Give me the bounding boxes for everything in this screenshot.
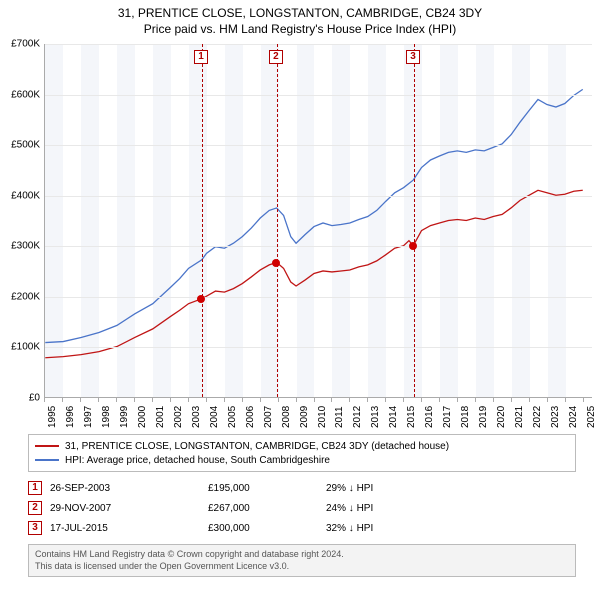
- x-tick-label: 2006: [245, 406, 256, 428]
- sale-delta: 32% ↓ HPI: [326, 523, 446, 534]
- y-tick-label: £0: [0, 393, 40, 404]
- legend-label-property: 31, PRENTICE CLOSE, LONGSTANTON, CAMBRID…: [65, 441, 449, 452]
- chart-container: 31, PRENTICE CLOSE, LONGSTANTON, CAMBRID…: [0, 0, 600, 590]
- legend-item-property: 31, PRENTICE CLOSE, LONGSTANTON, CAMBRID…: [35, 439, 569, 453]
- sale-price: £300,000: [208, 523, 318, 534]
- line-series-svg: [45, 44, 592, 397]
- x-tick-label: 1996: [65, 406, 76, 428]
- series-property: [45, 190, 582, 357]
- sale-dot-2: [272, 259, 280, 267]
- x-tick-label: 2000: [137, 406, 148, 428]
- x-tick-label: 2025: [586, 406, 597, 428]
- sale-date: 17-JUL-2015: [50, 523, 200, 534]
- x-tick-label: 2004: [209, 406, 220, 428]
- legend-swatch-property: [35, 445, 59, 447]
- x-tick-label: 2023: [550, 406, 561, 428]
- y-tick-label: £300K: [0, 241, 40, 252]
- x-tick-label: 2019: [478, 406, 489, 428]
- series-hpi: [45, 89, 582, 342]
- sale-delta: 24% ↓ HPI: [326, 503, 446, 514]
- y-tick-label: £500K: [0, 140, 40, 151]
- footer-line-1: Contains HM Land Registry data © Crown c…: [35, 549, 569, 561]
- x-tick-label: 2008: [281, 406, 292, 428]
- y-tick-label: £200K: [0, 291, 40, 302]
- sale-date: 29-NOV-2007: [50, 503, 200, 514]
- x-tick-label: 2022: [532, 406, 543, 428]
- x-tick-label: 2013: [370, 406, 381, 428]
- x-tick-label: 2018: [460, 406, 471, 428]
- x-tick-label: 2011: [334, 406, 345, 428]
- x-tick-label: 2005: [227, 406, 238, 428]
- x-tick-label: 2015: [406, 406, 417, 428]
- legend: 31, PRENTICE CLOSE, LONGSTANTON, CAMBRID…: [28, 434, 576, 472]
- x-tick-label: 2021: [514, 406, 525, 428]
- legend-swatch-hpi: [35, 459, 59, 461]
- sale-date: 26-SEP-2003: [50, 483, 200, 494]
- x-tick-label: 2016: [424, 406, 435, 428]
- sale-dot-1: [197, 295, 205, 303]
- chart-titles: 31, PRENTICE CLOSE, LONGSTANTON, CAMBRID…: [0, 0, 600, 36]
- x-tick-label: 2017: [442, 406, 453, 428]
- footer: Contains HM Land Registry data © Crown c…: [28, 544, 576, 577]
- sales-row: 3 17-JUL-2015 £300,000 32% ↓ HPI: [28, 518, 576, 538]
- sales-row: 1 26-SEP-2003 £195,000 29% ↓ HPI: [28, 478, 576, 498]
- x-tick-label: 2009: [299, 406, 310, 428]
- x-tick-label: 1998: [101, 406, 112, 428]
- y-tick-label: £700K: [0, 39, 40, 50]
- x-tick-label: 2012: [352, 406, 363, 428]
- x-tick-label: 2003: [191, 406, 202, 428]
- chart-title-2: Price paid vs. HM Land Registry's House …: [0, 22, 600, 36]
- chart-title-1: 31, PRENTICE CLOSE, LONGSTANTON, CAMBRID…: [0, 6, 600, 20]
- chart-marker-2: 2: [269, 50, 283, 64]
- x-tick-label: 2002: [173, 406, 184, 428]
- sales-row: 2 29-NOV-2007 £267,000 24% ↓ HPI: [28, 498, 576, 518]
- sale-price: £195,000: [208, 483, 318, 494]
- legend-item-hpi: HPI: Average price, detached house, Sout…: [35, 453, 569, 467]
- y-tick-label: £600K: [0, 89, 40, 100]
- x-tick-label: 1995: [47, 406, 58, 428]
- x-tick-label: 2001: [155, 406, 166, 428]
- y-tick-label: £400K: [0, 190, 40, 201]
- legend-label-hpi: HPI: Average price, detached house, Sout…: [65, 455, 330, 466]
- x-tick-label: 2024: [568, 406, 579, 428]
- y-tick-label: £100K: [0, 342, 40, 353]
- chart-marker-1: 1: [194, 50, 208, 64]
- x-tick-label: 1997: [83, 406, 94, 428]
- chart-marker-3: 3: [406, 50, 420, 64]
- sale-marker-1: 1: [28, 481, 42, 495]
- x-tick-label: 1999: [119, 406, 130, 428]
- sale-delta: 29% ↓ HPI: [326, 483, 446, 494]
- sale-price: £267,000: [208, 503, 318, 514]
- sales-table: 1 26-SEP-2003 £195,000 29% ↓ HPI 2 29-NO…: [28, 478, 576, 538]
- sale-marker-3: 3: [28, 521, 42, 535]
- sale-dot-3: [409, 242, 417, 250]
- x-tick-label: 2007: [263, 406, 274, 428]
- x-tick-label: 2014: [388, 406, 399, 428]
- x-tick-label: 2020: [496, 406, 507, 428]
- footer-line-2: This data is licensed under the Open Gov…: [35, 561, 569, 573]
- plot-area: [44, 44, 592, 398]
- sale-marker-2: 2: [28, 501, 42, 515]
- x-tick-label: 2010: [317, 406, 328, 428]
